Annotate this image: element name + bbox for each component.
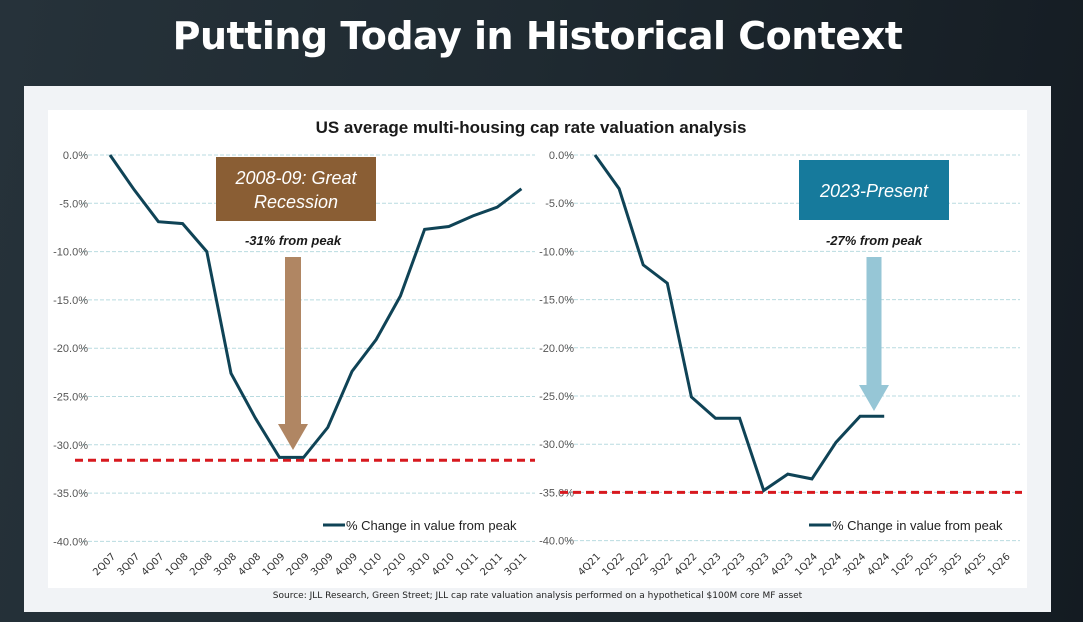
- x-tick-label: 2Q23: [721, 551, 748, 578]
- x-tick-label: 1Q23: [697, 551, 724, 578]
- x-tick-label: 4Q22: [673, 551, 700, 578]
- period-callout-text: 2023-Present: [819, 181, 929, 201]
- x-tick-label: 2Q25: [914, 551, 941, 578]
- period-callout-box: [799, 160, 949, 220]
- y-tick-label: -15.0%: [53, 295, 88, 307]
- x-tick-label: 2Q22: [624, 551, 651, 578]
- period-callout-box: [216, 157, 376, 221]
- down-arrow-icon: [859, 257, 889, 411]
- series-line: [108, 154, 523, 459]
- x-tick-label: 3Q07: [115, 551, 142, 578]
- x-tick-label: 2Q10: [382, 551, 409, 578]
- x-tick-label: 1Q11: [454, 551, 481, 578]
- x-tick-label: 3Q25: [938, 551, 965, 578]
- y-tick-label: 0.0%: [63, 150, 88, 162]
- x-tick-label: 3Q09: [309, 551, 336, 578]
- y-tick-label: -10.0%: [539, 246, 574, 258]
- y-tick-label: -5.0%: [59, 198, 88, 210]
- y-tick-label: -25.0%: [539, 391, 574, 403]
- x-tick-label: 3Q22: [649, 551, 676, 578]
- x-tick-label: 2Q09: [285, 551, 312, 578]
- y-tick-label: -20.0%: [539, 343, 574, 355]
- period-callout-text: 2008-09: Great: [234, 168, 357, 188]
- x-tick-label: 3Q11: [503, 551, 530, 578]
- from-peak-label: -27% from peak: [826, 233, 923, 248]
- x-tick-label: 1Q26: [986, 551, 1013, 578]
- x-tick-label: 4Q09: [333, 551, 360, 578]
- x-tick-label: 2Q08: [188, 551, 215, 578]
- x-tick-label: 1Q08: [164, 551, 191, 578]
- y-tick-label: -30.0%: [539, 439, 574, 451]
- y-tick-label: -30.0%: [53, 440, 88, 452]
- chart-title: US average multi-housing cap rate valuat…: [316, 118, 747, 137]
- y-tick-label: -20.0%: [53, 343, 88, 355]
- right-chart: 0.0% -5.0% -10.0% -15.0% -20.0% -25.0% -30.0% -…: [539, 150, 1022, 578]
- x-tick-label: 1Q25: [890, 551, 917, 578]
- x-tick-label: 1Q09: [261, 551, 288, 578]
- legend-label: % Change in value from peak: [832, 518, 1003, 533]
- x-tick-label: 3Q08: [212, 551, 239, 578]
- x-tick-label: 4Q25: [962, 551, 989, 578]
- x-tick-label: 1Q22: [600, 551, 627, 578]
- from-peak-label: -31% from peak: [245, 233, 342, 248]
- x-tick-label: 4Q08: [236, 551, 263, 578]
- slide-title: Putting Today in Historical Context: [172, 14, 903, 58]
- x-tick-label: 2Q24: [817, 551, 844, 578]
- y-tick-label: -15.0%: [539, 295, 574, 307]
- y-tick-label: -5.0%: [545, 198, 574, 210]
- x-tick-label: 3Q10: [406, 551, 433, 578]
- y-tick-label: -35.0%: [539, 487, 574, 499]
- x-tick-label: 2Q11: [478, 551, 505, 578]
- x-tick-label: 4Q21: [576, 551, 603, 578]
- x-tick-label: 1Q10: [357, 551, 384, 578]
- x-tick-label: 3Q23: [745, 551, 772, 578]
- y-tick-label: -40.0%: [53, 536, 88, 548]
- left-chart: 0.0% -5.0% -10.0% -15.0% -20.0% -25.0% -30.0% -…: [53, 150, 535, 578]
- x-tick-label: 4Q10: [430, 551, 457, 578]
- x-tick-label: 1Q24: [793, 551, 820, 578]
- period-callout-text: Recession: [254, 192, 338, 212]
- x-tick-label: 2Q07: [91, 551, 118, 578]
- x-tick-label: 4Q24: [865, 551, 892, 578]
- y-tick-label: 0.0%: [549, 150, 574, 162]
- y-tick-label: -40.0%: [539, 536, 574, 548]
- x-tick-label: 4Q23: [769, 551, 796, 578]
- down-arrow-icon: [278, 257, 308, 450]
- y-tick-label: -10.0%: [53, 247, 88, 259]
- legend-label: % Change in value from peak: [346, 518, 517, 533]
- x-tick-label: 3Q24: [841, 551, 868, 578]
- x-tick-label: 4Q07: [140, 551, 167, 578]
- y-tick-label: -35.0%: [53, 488, 88, 500]
- source-note: Source: JLL Research, Green Street; JLL …: [272, 591, 803, 601]
- y-tick-label: -25.0%: [53, 392, 88, 404]
